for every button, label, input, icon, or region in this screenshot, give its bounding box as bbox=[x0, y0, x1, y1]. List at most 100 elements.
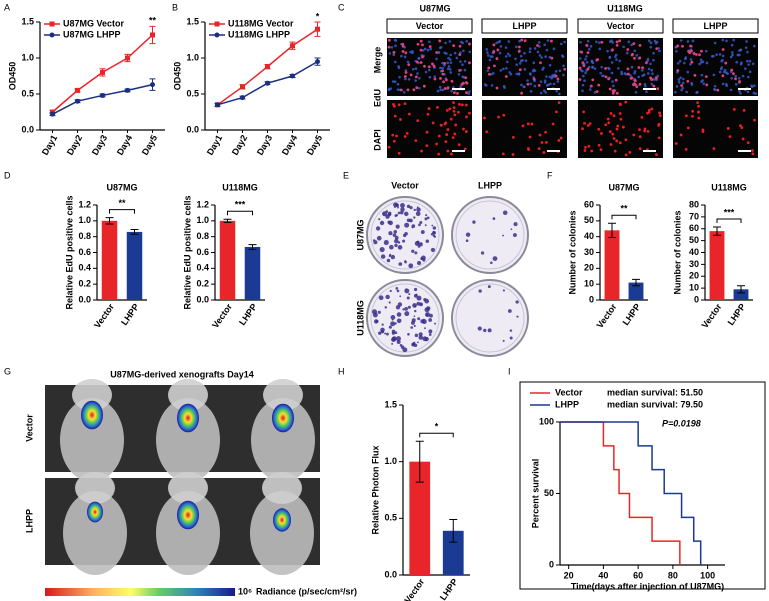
nucleus bbox=[675, 85, 679, 88]
error-bar bbox=[449, 518, 458, 543]
nucleus bbox=[736, 53, 740, 57]
nucleus bbox=[689, 58, 693, 61]
y-tick-label: 80 bbox=[689, 199, 699, 209]
error-bar bbox=[713, 226, 721, 236]
nucleus bbox=[529, 90, 533, 93]
edu-cell bbox=[526, 82, 530, 86]
edu-cell bbox=[463, 147, 467, 151]
nucleus bbox=[635, 54, 639, 57]
colony bbox=[394, 214, 398, 218]
edu-cell bbox=[537, 84, 541, 87]
nucleus bbox=[548, 75, 552, 79]
edu-cell bbox=[415, 86, 419, 90]
nucleus bbox=[732, 38, 735, 42]
nucleus bbox=[411, 67, 415, 71]
colony bbox=[430, 247, 436, 252]
colony bbox=[413, 294, 418, 298]
colony bbox=[418, 332, 423, 337]
edu-cell bbox=[628, 150, 632, 154]
edu-cell bbox=[451, 136, 455, 140]
colorbar-exponent: 10⁶ bbox=[238, 586, 252, 596]
nucleus bbox=[463, 60, 467, 63]
legend-marker bbox=[214, 21, 220, 27]
nucleus bbox=[490, 84, 494, 87]
survival-line bbox=[560, 421, 681, 565]
edu-cell bbox=[521, 124, 525, 128]
nucleus bbox=[393, 60, 397, 64]
edu-cell bbox=[586, 67, 590, 71]
bar bbox=[126, 231, 143, 300]
edu-cell bbox=[441, 72, 445, 76]
signal bbox=[273, 508, 291, 532]
colony bbox=[390, 321, 396, 327]
colony bbox=[395, 224, 400, 229]
edu-cell bbox=[464, 103, 468, 107]
signal bbox=[272, 403, 294, 433]
nucleus bbox=[394, 44, 397, 48]
edu-cell bbox=[465, 91, 468, 95]
edu-cell bbox=[618, 39, 622, 43]
nucleus bbox=[647, 67, 651, 71]
colony bbox=[417, 261, 422, 266]
edu-cell bbox=[401, 50, 405, 53]
nucleus bbox=[679, 76, 682, 79]
colony bbox=[404, 311, 410, 317]
stain-label: EdU bbox=[372, 89, 382, 107]
edu-cell bbox=[456, 91, 459, 95]
edu-cell bbox=[492, 43, 496, 47]
edu-cell bbox=[615, 91, 619, 95]
colony bbox=[420, 230, 425, 234]
edu-cell bbox=[700, 49, 703, 53]
edu-cell bbox=[452, 44, 456, 48]
colony bbox=[432, 231, 435, 234]
nucleus bbox=[486, 54, 490, 57]
colony bbox=[502, 289, 505, 292]
edu-cell bbox=[609, 143, 613, 146]
colony bbox=[418, 335, 423, 340]
colony bbox=[404, 222, 410, 228]
y-tick-label: 60 bbox=[689, 223, 699, 233]
nucleus bbox=[721, 54, 725, 58]
edu-cell bbox=[679, 133, 683, 137]
significance-bracket bbox=[716, 218, 742, 223]
nucleus bbox=[739, 48, 742, 52]
nucleus bbox=[450, 89, 453, 93]
edu-cell bbox=[643, 127, 647, 131]
significance: ** bbox=[118, 198, 126, 208]
edu-cell bbox=[655, 47, 659, 50]
nucleus bbox=[681, 86, 685, 90]
edu-cell bbox=[606, 117, 610, 121]
edu-cell bbox=[582, 110, 586, 114]
nucleus bbox=[649, 41, 653, 45]
significance-bracket bbox=[611, 214, 637, 220]
error-bar bbox=[223, 218, 232, 223]
colorbar-label: Radiance (p/sec/cm²/sr) bbox=[256, 586, 357, 596]
colony bbox=[431, 224, 434, 227]
colony bbox=[391, 337, 396, 342]
nucleus bbox=[542, 89, 546, 92]
nucleus bbox=[712, 54, 715, 58]
edu-cell bbox=[694, 53, 698, 56]
colony bbox=[380, 254, 386, 259]
edu-cell bbox=[724, 61, 728, 65]
nucleus bbox=[460, 40, 463, 44]
edu-cell bbox=[438, 39, 442, 43]
nucleus bbox=[637, 75, 640, 79]
edu-cell bbox=[604, 75, 608, 79]
edu-cell bbox=[453, 91, 456, 95]
colony bbox=[424, 327, 426, 330]
colony bbox=[417, 245, 421, 248]
colony bbox=[388, 231, 393, 236]
nucleus bbox=[559, 42, 563, 46]
nucleus bbox=[467, 92, 471, 95]
mouse-head bbox=[262, 472, 302, 504]
panel-frame bbox=[519, 381, 766, 590]
edu-cell bbox=[578, 78, 582, 81]
legend-marker bbox=[49, 21, 55, 27]
edu-cell bbox=[458, 69, 462, 72]
colony bbox=[410, 326, 414, 329]
nucleus bbox=[738, 89, 741, 93]
nucleus bbox=[641, 74, 644, 78]
nucleus bbox=[646, 72, 650, 75]
colony bbox=[383, 240, 389, 246]
